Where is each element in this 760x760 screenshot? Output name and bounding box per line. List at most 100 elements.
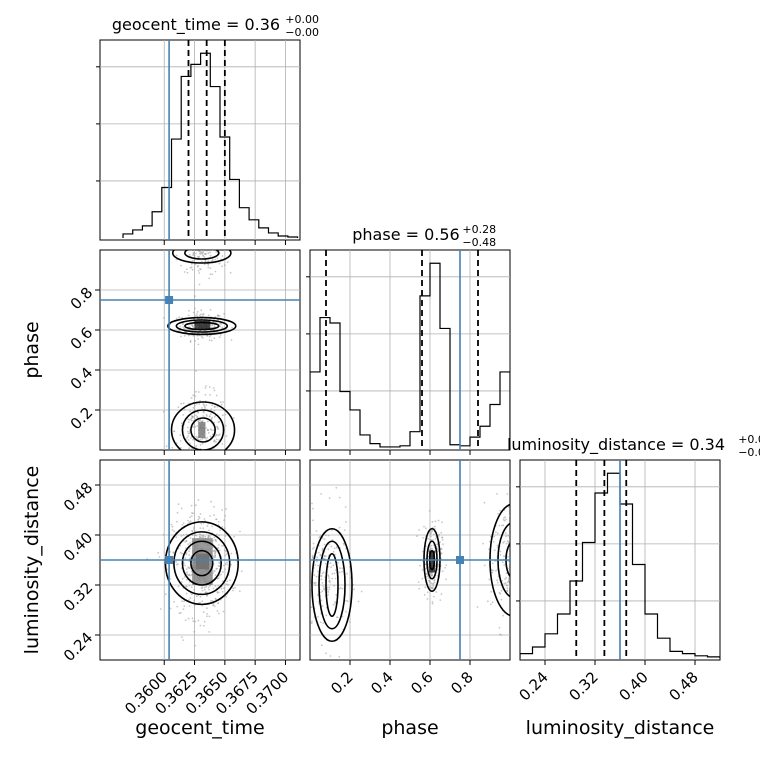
sample-point xyxy=(441,536,443,539)
sample-point xyxy=(349,621,351,623)
sample-point xyxy=(213,506,215,508)
sample-point xyxy=(503,519,506,522)
sample-point xyxy=(209,536,212,538)
sample-point xyxy=(189,547,191,550)
sample-point xyxy=(319,553,322,556)
sample-point xyxy=(183,327,186,330)
sample-point xyxy=(430,531,433,534)
sample-point xyxy=(211,323,214,326)
sample-point xyxy=(328,577,330,580)
sample-point xyxy=(189,520,192,523)
sample-point xyxy=(315,575,318,578)
sample-point xyxy=(334,569,337,571)
sample-point xyxy=(343,529,346,531)
sample-point xyxy=(209,254,212,257)
sample-point xyxy=(158,556,161,558)
sample-point xyxy=(508,539,510,541)
sample-point xyxy=(500,598,503,601)
sample-point xyxy=(341,587,344,590)
sample-point xyxy=(213,406,216,408)
axis-label-phase: phase xyxy=(21,321,43,378)
sample-point xyxy=(203,405,206,408)
tick-label-luminosity_distance: 0.48 xyxy=(665,668,701,704)
sample-point xyxy=(199,601,202,604)
sample-point xyxy=(321,537,324,539)
sample-point xyxy=(226,561,228,564)
sample-point xyxy=(209,267,212,269)
sample-point xyxy=(437,519,440,522)
sample-point xyxy=(336,616,339,619)
sample-point xyxy=(186,271,189,274)
sample-point xyxy=(325,534,327,537)
contour-level xyxy=(171,250,232,264)
sample-point xyxy=(442,543,444,546)
contour-level xyxy=(184,250,220,260)
sample-point xyxy=(221,443,224,445)
sample-point xyxy=(207,263,210,266)
sample-point xyxy=(509,580,510,582)
sample-point xyxy=(416,535,418,537)
sample-point xyxy=(195,595,198,598)
sample-point xyxy=(189,246,191,248)
sample-point xyxy=(171,525,174,528)
sample-point xyxy=(190,586,193,588)
sample-point xyxy=(424,586,427,589)
sample-point xyxy=(175,561,178,563)
sample-point xyxy=(216,610,219,612)
sample-point xyxy=(433,579,436,581)
sample-point xyxy=(182,322,184,325)
sample-point xyxy=(507,541,510,544)
density-cell xyxy=(192,538,213,585)
sample-point xyxy=(185,592,188,595)
sample-point xyxy=(175,317,178,320)
sample-point xyxy=(320,493,322,495)
sample-point xyxy=(229,271,232,274)
sample-point xyxy=(212,604,214,607)
sample-point xyxy=(205,413,208,416)
sample-point xyxy=(332,564,335,567)
sample-point xyxy=(218,315,221,317)
sample-point xyxy=(202,313,205,315)
sample-point xyxy=(175,254,178,257)
sample-point xyxy=(219,401,222,404)
sample-point xyxy=(230,339,233,341)
sample-point xyxy=(330,566,333,568)
panel-geocent_time-vs-geocent_time: geocent_time = 0.36 +0.00−0.00 xyxy=(96,13,319,245)
sample-point xyxy=(508,571,510,573)
sample-point xyxy=(208,277,211,280)
sample-point xyxy=(215,533,218,536)
sample-point xyxy=(496,544,499,547)
sample-point xyxy=(218,549,221,552)
sample-point xyxy=(193,604,196,607)
sample-point xyxy=(321,590,324,593)
sample-point xyxy=(500,634,503,636)
sample-point xyxy=(428,586,431,588)
sample-point xyxy=(310,606,313,609)
sample-point xyxy=(205,585,208,588)
contour-level xyxy=(181,409,225,450)
sample-point xyxy=(507,534,510,537)
sample-point xyxy=(189,516,192,519)
sample-point xyxy=(502,524,505,527)
sample-point xyxy=(185,585,188,588)
sample-point xyxy=(422,537,424,539)
sample-point xyxy=(182,522,185,525)
sample-point xyxy=(207,266,210,269)
axis-label-luminosity_distance: luminosity_distance xyxy=(526,717,715,739)
sample-point xyxy=(224,413,227,416)
sample-point xyxy=(218,439,221,441)
sample-point xyxy=(505,535,507,538)
sample-point xyxy=(182,241,184,243)
sample-point xyxy=(184,541,187,543)
sample-point xyxy=(221,326,224,329)
sample-point xyxy=(194,620,197,623)
sample-point xyxy=(425,527,427,530)
sample-point xyxy=(208,335,211,338)
truth-marker xyxy=(165,296,174,304)
sample-point xyxy=(183,605,186,607)
sample-point xyxy=(515,552,517,554)
sample-point xyxy=(215,518,218,521)
sample-point xyxy=(229,579,231,582)
sample-point xyxy=(437,535,440,537)
sample-point xyxy=(211,525,214,528)
